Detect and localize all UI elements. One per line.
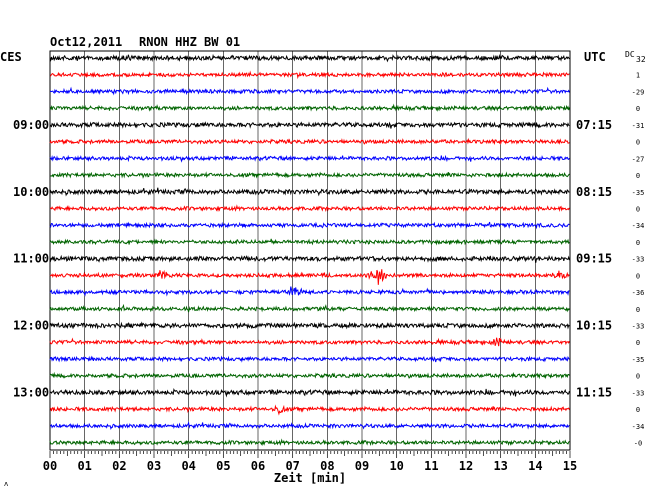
x-axis: 00 01 02 03 04 05 06 07 08 09 10 11 12 13 14 15 xyxy=(43,451,577,473)
right-hour-label: 09:15 xyxy=(576,252,612,266)
x-tick-label: 07 xyxy=(285,459,299,473)
x-tick-label: 09 xyxy=(355,459,369,473)
x-tick-label: 14 xyxy=(528,459,542,473)
row-offset-label: -31 xyxy=(632,122,645,130)
row-offset-label: -27 xyxy=(632,155,645,163)
right-hour-label: 10:15 xyxy=(576,319,612,333)
row-offset-label: 0 xyxy=(636,272,640,280)
row-offset-label: -33 xyxy=(632,323,645,331)
trace-row-5 xyxy=(49,137,570,146)
chart-date: Oct12,2011 xyxy=(50,35,122,49)
x-tick-label: 05 xyxy=(216,459,230,473)
row-offset-label: -33 xyxy=(632,389,645,397)
trace-row-16 xyxy=(49,321,570,330)
trace-row-22 xyxy=(49,420,570,430)
row-offset-label: -34 xyxy=(632,222,645,230)
right-hour-label: 08:15 xyxy=(576,185,612,199)
x-tick-label: 03 xyxy=(147,459,161,473)
x-tick-label: 15 xyxy=(563,459,577,473)
row-offset-label: 0 xyxy=(636,172,640,180)
x-tick-label: 02 xyxy=(112,459,126,473)
plot-border xyxy=(49,50,571,451)
trace-row-19 xyxy=(49,371,570,380)
left-hour-label: 11:00 xyxy=(13,252,49,266)
plot-frame xyxy=(49,50,571,451)
trace-row-9 xyxy=(49,204,570,213)
trace-row-14 xyxy=(49,286,570,297)
x-tick-label: 01 xyxy=(77,459,91,473)
x-tick-label: 06 xyxy=(251,459,265,473)
trace-row-10 xyxy=(49,221,570,230)
trace-row-15 xyxy=(49,303,570,313)
row-offset-label: -0 xyxy=(634,440,642,448)
grid-lines xyxy=(84,51,536,450)
row-offset-label: 0 xyxy=(636,139,640,147)
x-tick-label: 04 xyxy=(181,459,195,473)
left-hour-label: 09:00 xyxy=(13,118,49,132)
row-offset-label: -35 xyxy=(632,356,645,364)
row-offset-label: 0 xyxy=(636,105,640,113)
right-timezone: UTC xyxy=(584,50,606,64)
x-tick-label: 08 xyxy=(320,459,334,473)
trace-row-11 xyxy=(49,238,570,246)
row-offset-label: 0 xyxy=(636,306,640,314)
offset-header-sub: 32 xyxy=(636,55,646,64)
trace-row-6 xyxy=(49,154,570,163)
left-hour-label: 10:00 xyxy=(13,185,49,199)
trace-row-12 xyxy=(49,254,570,263)
x-tick-label: 12 xyxy=(459,459,473,473)
trace-row-4 xyxy=(49,121,570,129)
trace-row-18 xyxy=(49,355,570,363)
trace-row-8 xyxy=(49,187,570,197)
right-hour-label: 07:15 xyxy=(576,118,612,132)
row-offset-label: -35 xyxy=(632,189,645,197)
row-offset-label: 0 xyxy=(636,239,640,247)
trace-row-2 xyxy=(49,86,570,96)
chart-station: RNON HHZ BW 01 xyxy=(139,35,240,49)
trace-row-3 xyxy=(49,103,570,112)
row-labels: 09:00 10:00 11:00 12:00 13:00 07:15 08:15 09:15… xyxy=(13,72,644,448)
row-offset-label: 0 xyxy=(636,373,640,381)
trace-group xyxy=(49,53,570,447)
offset-header: DC xyxy=(625,50,635,59)
trace-row-17 xyxy=(49,337,570,347)
left-timezone: CES xyxy=(0,50,22,64)
row-offset-label: 1 xyxy=(636,72,640,80)
x-tick-label: 10 xyxy=(389,459,403,473)
trace-row-21 xyxy=(49,404,570,416)
row-offset-label: -29 xyxy=(632,88,645,96)
x-tick-label: 00 xyxy=(43,459,57,473)
x-tick-label: 13 xyxy=(493,459,507,473)
left-hour-label: 12:00 xyxy=(13,319,49,333)
trace-row-7 xyxy=(49,171,570,179)
trace-row-20 xyxy=(49,388,570,398)
corner-mark: ʌ xyxy=(4,480,8,488)
right-hour-label: 11:15 xyxy=(576,385,612,399)
x-axis-label: Zeit [min] xyxy=(274,471,346,485)
trace-row-23 xyxy=(49,438,570,447)
row-offset-label: 0 xyxy=(636,406,640,414)
row-offset-label: 0 xyxy=(636,339,640,347)
x-tick-label: 11 xyxy=(424,459,438,473)
row-offset-label: -34 xyxy=(632,423,645,431)
left-hour-label: 13:00 xyxy=(13,385,49,399)
trace-row-0 xyxy=(49,53,570,63)
row-offset-label: -33 xyxy=(632,256,645,264)
row-offset-label: 0 xyxy=(636,206,640,214)
row-offset-label: -36 xyxy=(632,289,645,297)
trace-row-1 xyxy=(49,70,570,80)
trace-row-13 xyxy=(49,269,570,285)
